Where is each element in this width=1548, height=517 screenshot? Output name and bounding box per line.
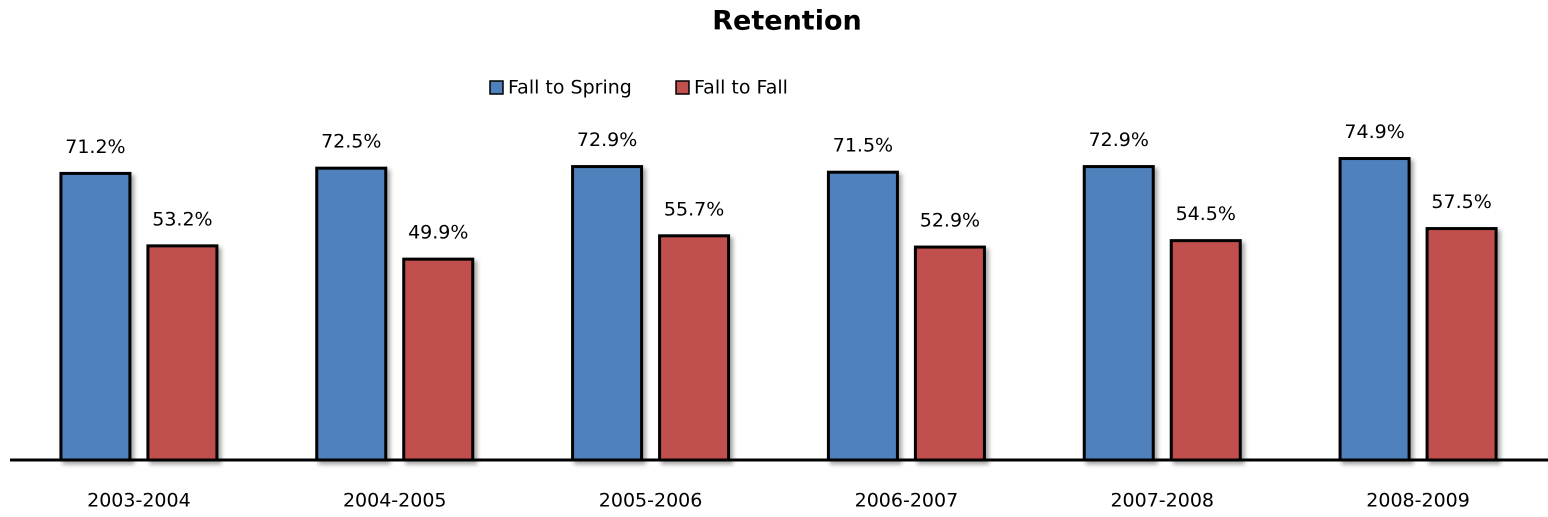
data-label: 57.5% [1431, 191, 1491, 213]
data-label: 74.9% [1344, 121, 1404, 143]
data-label: 55.7% [664, 198, 724, 220]
bar [826, 170, 899, 462]
bar [913, 245, 986, 462]
x-tick-label: 2004-2005 [343, 490, 447, 512]
bar [1169, 239, 1242, 462]
data-label: 49.9% [408, 222, 468, 244]
bar [1082, 165, 1155, 462]
bar [1425, 227, 1498, 462]
x-tick-label: 2005-2006 [599, 490, 703, 512]
bar [315, 166, 388, 462]
bar [571, 165, 644, 462]
data-label: 54.5% [1176, 203, 1236, 225]
bar [146, 244, 219, 462]
data-label: 72.5% [321, 131, 381, 153]
x-tick-label: 2007-2008 [1110, 490, 1214, 512]
legend-swatch [675, 80, 690, 95]
chart-title: Retention [712, 6, 861, 37]
bar [402, 257, 475, 462]
x-tick-label: 2008-2009 [1366, 490, 1470, 512]
bar [1338, 157, 1411, 462]
data-label: 71.5% [833, 135, 893, 157]
data-label: 72.9% [1089, 129, 1149, 151]
legend: Fall to Spring Fall to Fall [489, 77, 788, 99]
bars: 2003-2004 71.2% 53.2% 2004-2005 72.5% 49.9% 20… [59, 121, 1498, 512]
x-tick-label: 2003-2004 [87, 490, 191, 512]
data-label: 71.2% [65, 136, 125, 158]
data-label: 53.2% [152, 208, 212, 230]
legend-label: Fall to Spring [508, 77, 632, 99]
bar [59, 171, 132, 462]
data-label: 72.9% [577, 129, 637, 151]
x-tick-label: 2006-2007 [855, 490, 959, 512]
legend-label: Fall to Fall [694, 77, 788, 99]
legend-swatch [489, 80, 504, 95]
data-label: 52.9% [920, 210, 980, 232]
bar [658, 234, 731, 462]
